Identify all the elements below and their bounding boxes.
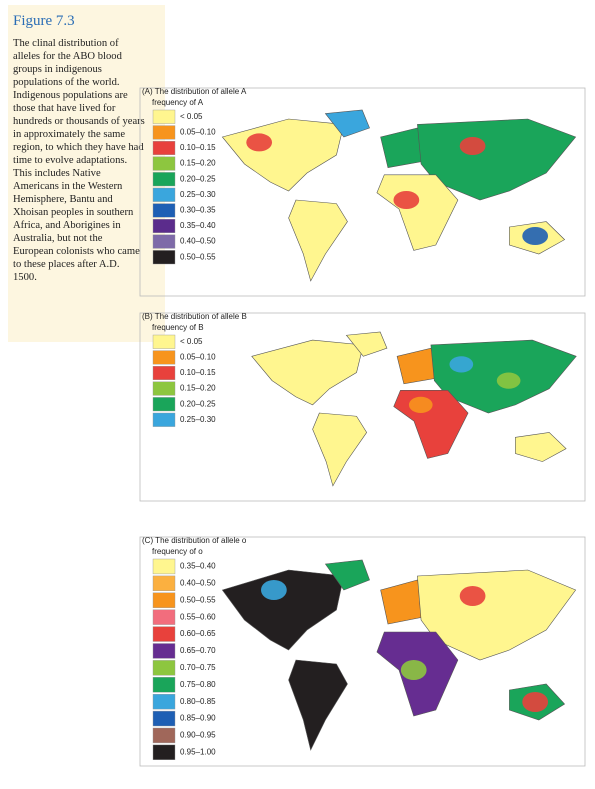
landmass bbox=[417, 118, 577, 201]
panel-title: (A) The distribution of allele A bbox=[142, 87, 247, 96]
panel-title: (B) The distribution of allele B bbox=[142, 312, 247, 321]
legend-label: 0.25–0.30 bbox=[180, 190, 216, 199]
legend-swatch bbox=[152, 187, 176, 202]
legend-swatch bbox=[152, 609, 176, 625]
legend-label: < 0.05 bbox=[180, 112, 203, 121]
legend-label: 0.80–0.85 bbox=[180, 697, 216, 706]
legend-label: 0.95–1.00 bbox=[180, 747, 216, 756]
legend-swatch bbox=[152, 660, 176, 676]
landmass bbox=[288, 659, 348, 751]
legend-swatch bbox=[152, 218, 176, 233]
legend-swatch bbox=[152, 125, 176, 140]
legend-swatch bbox=[152, 234, 176, 249]
landmass bbox=[324, 559, 370, 591]
legend-label: 0.10–0.15 bbox=[180, 368, 216, 377]
legend-swatch bbox=[152, 109, 176, 124]
legend-swatch bbox=[152, 592, 176, 608]
legend-label: 0.75–0.80 bbox=[180, 680, 216, 689]
frequency-zone bbox=[246, 133, 273, 152]
frequency-zone bbox=[459, 137, 486, 155]
landmass bbox=[417, 569, 577, 661]
figure-caption: The clinal distribution of alleles for t… bbox=[13, 38, 145, 283]
legend-swatch bbox=[152, 140, 176, 155]
legend-label: 0.35–0.40 bbox=[180, 221, 216, 230]
landmass bbox=[221, 569, 345, 651]
legend-label: < 0.05 bbox=[180, 337, 203, 346]
legend-title: frequency of o bbox=[152, 547, 203, 556]
legend-label: 0.35–0.40 bbox=[180, 562, 216, 571]
landmass bbox=[221, 118, 345, 192]
legend-swatch bbox=[152, 744, 176, 761]
legend-swatch bbox=[152, 156, 176, 171]
figure-label: Figure 7.3 bbox=[13, 13, 75, 29]
legend-swatch bbox=[152, 250, 176, 265]
legend-swatch bbox=[152, 710, 176, 727]
legend-label: 0.20–0.25 bbox=[180, 399, 216, 408]
frequency-zone bbox=[408, 396, 433, 413]
frequency-zone bbox=[496, 372, 521, 389]
legend-swatch bbox=[152, 172, 176, 187]
map-panel: (C) The distribution of allele o frequenc… bbox=[139, 536, 586, 767]
legend-label: 0.60–0.65 bbox=[180, 629, 216, 638]
legend-label: 0.40–0.50 bbox=[180, 578, 216, 587]
legend-label: 0.85–0.90 bbox=[180, 714, 216, 723]
legend-swatch bbox=[152, 626, 176, 642]
landmass bbox=[324, 109, 370, 138]
map-panel: (B) The distribution of allele B frequenc… bbox=[139, 312, 586, 502]
frequency-zone bbox=[449, 356, 474, 373]
frequency-zone bbox=[459, 586, 486, 606]
legend-label: 0.50–0.55 bbox=[180, 595, 216, 604]
legend-label: 0.25–0.30 bbox=[180, 415, 216, 424]
landmass bbox=[376, 174, 459, 251]
legend-swatch bbox=[152, 366, 176, 381]
legend-swatch bbox=[152, 397, 176, 412]
legend-swatch bbox=[152, 350, 176, 365]
legend-swatch bbox=[152, 334, 176, 349]
legend-label: 0.05–0.10 bbox=[180, 128, 216, 137]
legend-label: 0.05–0.10 bbox=[180, 353, 216, 362]
panel-title: (C) The distribution of allele o bbox=[142, 536, 247, 545]
legend-swatch bbox=[152, 727, 176, 744]
legend-label: 0.15–0.20 bbox=[180, 384, 216, 393]
legend-label: 0.20–0.25 bbox=[180, 174, 216, 183]
legend-label: 0.10–0.15 bbox=[180, 143, 216, 152]
legend-swatch bbox=[152, 643, 176, 659]
panel-frame bbox=[139, 87, 586, 297]
legend-label: 0.55–0.60 bbox=[180, 612, 216, 621]
legend-swatch bbox=[152, 412, 176, 427]
frequency-zone bbox=[400, 660, 427, 680]
legend-label: 0.65–0.70 bbox=[180, 646, 216, 655]
frequency-zone bbox=[261, 580, 287, 600]
legend-label: 0.40–0.50 bbox=[180, 237, 216, 246]
panel-frame bbox=[139, 536, 586, 767]
legend-label: 0.15–0.20 bbox=[180, 159, 216, 168]
legend-label: 0.90–0.95 bbox=[180, 731, 216, 740]
landmass bbox=[251, 339, 364, 406]
frequency-zone bbox=[522, 227, 549, 245]
landmass bbox=[312, 412, 368, 487]
caption-box: Figure 7.3 The clinal distribution of al… bbox=[8, 5, 165, 342]
legend-swatch bbox=[152, 203, 176, 218]
frequency-zone bbox=[393, 191, 420, 209]
legend-label: 0.30–0.35 bbox=[180, 206, 216, 215]
legend-label: 0.50–0.55 bbox=[180, 252, 216, 261]
map-panel: (A) The distribution of allele A frequenc… bbox=[139, 87, 586, 297]
legend-swatch bbox=[152, 677, 176, 693]
landmass bbox=[288, 199, 348, 282]
landmass bbox=[515, 432, 567, 462]
legend-label: 0.70–0.75 bbox=[180, 663, 216, 672]
legend-swatch bbox=[152, 694, 176, 710]
legend-title: frequency of A bbox=[152, 98, 204, 107]
legend-swatch bbox=[152, 558, 176, 575]
legend-swatch bbox=[152, 575, 176, 592]
legend-swatch bbox=[152, 381, 176, 396]
landmass bbox=[393, 390, 469, 459]
landmass bbox=[345, 331, 388, 357]
panel-frame bbox=[139, 312, 586, 502]
frequency-zone bbox=[522, 692, 549, 712]
legend-title: frequency of B bbox=[152, 323, 204, 332]
